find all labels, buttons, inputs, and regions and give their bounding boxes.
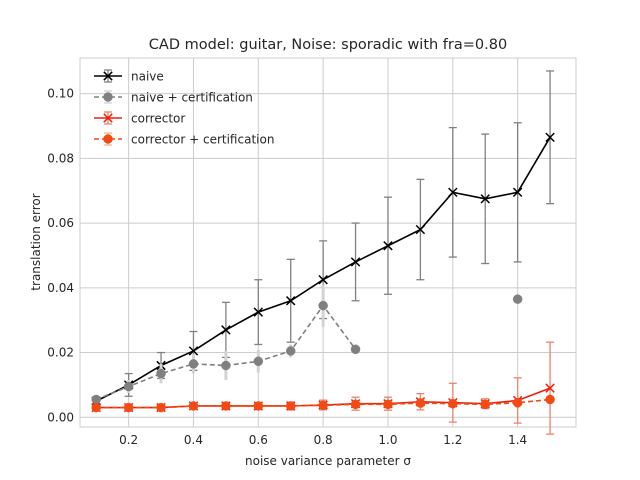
data-point [253,401,264,411]
y-tick-label: 0.00 [47,410,74,424]
data-point [156,402,166,413]
data-point [285,296,296,306]
data-point [545,383,555,393]
data-point [480,399,490,410]
x-tick-label: 1.4 [508,433,527,447]
data-point [188,346,199,356]
x-marker-stroke [512,187,523,198]
data-point [545,394,555,405]
data-point [156,368,166,379]
data-point [415,398,426,408]
data-point [383,241,393,251]
data-point [415,224,426,235]
data-point [91,402,101,413]
data-point [350,257,361,267]
y-tick-label: 0.02 [47,346,74,360]
data-point [221,325,231,335]
x-marker-stroke [545,383,555,393]
legend-entry: naive [94,69,164,84]
x-marker-stroke [448,187,458,198]
data-point [253,307,264,317]
x-tick-label: 0.6 [249,433,268,447]
series-naive [91,70,555,406]
x-marker-stroke [545,132,555,143]
data-point [448,187,458,198]
x-marker-stroke [103,113,113,123]
legend-label: naive [131,70,164,84]
data-point [188,359,199,369]
x-marker-stroke [253,307,264,317]
x-tick-label: 0.4 [184,433,203,447]
x-axis-label: noise variance parameter σ [245,454,411,468]
y-tick-label: 0.08 [47,151,74,165]
x-tick-label: 0.2 [119,433,138,447]
legend-entry: corrector + certification [94,132,274,147]
chart-title: CAD model: guitar, Noise: sporadic with … [149,37,507,53]
y-tick-label: 0.06 [47,216,74,230]
tick-labels: 0.2 0.4 0.6 0.8 1.0 1.2 1.4 0.00 0.02 0.04 0.06 0.0… [47,87,527,447]
x-marker-stroke [188,346,199,356]
y-axis-label: translation error [29,193,43,290]
series-layer [91,70,555,435]
x-marker-stroke [221,325,231,335]
plot-area-frame [79,57,577,428]
data-point [545,132,555,143]
legend-marker [103,134,113,144]
data-point [512,294,523,304]
data-point [318,400,328,411]
data-point [350,344,361,355]
data-point [253,356,264,367]
data-point [123,402,134,413]
legend-label: corrector [131,112,185,126]
x-tick-label: 1.2 [443,433,462,447]
legend-label: corrector + certification [131,133,274,147]
data-point [188,401,199,411]
x-tick-label: 0.8 [314,433,333,447]
series-naive-certification [91,284,523,405]
data-point [285,346,296,356]
data-point [512,397,523,408]
data-point [318,300,328,311]
data-point [318,274,328,285]
data-point [480,194,490,204]
x-marker-stroke [383,241,393,251]
data-point [123,381,134,392]
data-point [448,398,458,409]
x-tick-label: 1.0 [378,433,397,447]
legend-marker [103,92,113,102]
legend-marker [103,113,113,123]
x-marker-stroke [480,194,490,204]
y-tick-label: 0.10 [47,87,74,101]
data-point [221,401,231,411]
x-marker-stroke [350,257,361,267]
data-point [383,399,393,410]
data-point [221,360,231,371]
legend-marker [103,71,113,81]
data-point [91,394,101,405]
legend-entry: corrector [94,111,185,126]
x-marker-stroke [415,224,426,235]
y-tick-label: 0.04 [47,281,74,295]
x-marker-stroke [318,274,328,285]
legend-entry: naive + certification [94,90,253,105]
data-point [512,187,523,198]
series-corrector-certification [91,394,555,413]
data-point [350,399,361,410]
legend-label: naive + certification [131,91,253,105]
x-marker-stroke [103,71,113,81]
legend: naive naive + certification corrector corre… [94,69,274,147]
data-point [285,401,296,411]
x-marker-stroke [285,296,296,306]
